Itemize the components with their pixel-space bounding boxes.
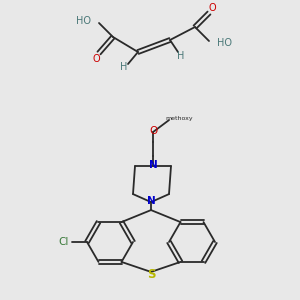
Text: N: N <box>147 196 155 206</box>
Text: H: H <box>120 62 128 72</box>
Text: H: H <box>177 51 185 61</box>
Text: S: S <box>147 268 155 281</box>
Text: N: N <box>148 160 158 170</box>
Text: HO: HO <box>76 16 91 26</box>
Text: O: O <box>92 54 100 64</box>
Text: methoxy: methoxy <box>165 116 193 121</box>
Text: O: O <box>208 3 216 13</box>
Text: O: O <box>149 126 157 136</box>
Text: HO: HO <box>217 38 232 48</box>
Text: Cl: Cl <box>59 237 69 247</box>
